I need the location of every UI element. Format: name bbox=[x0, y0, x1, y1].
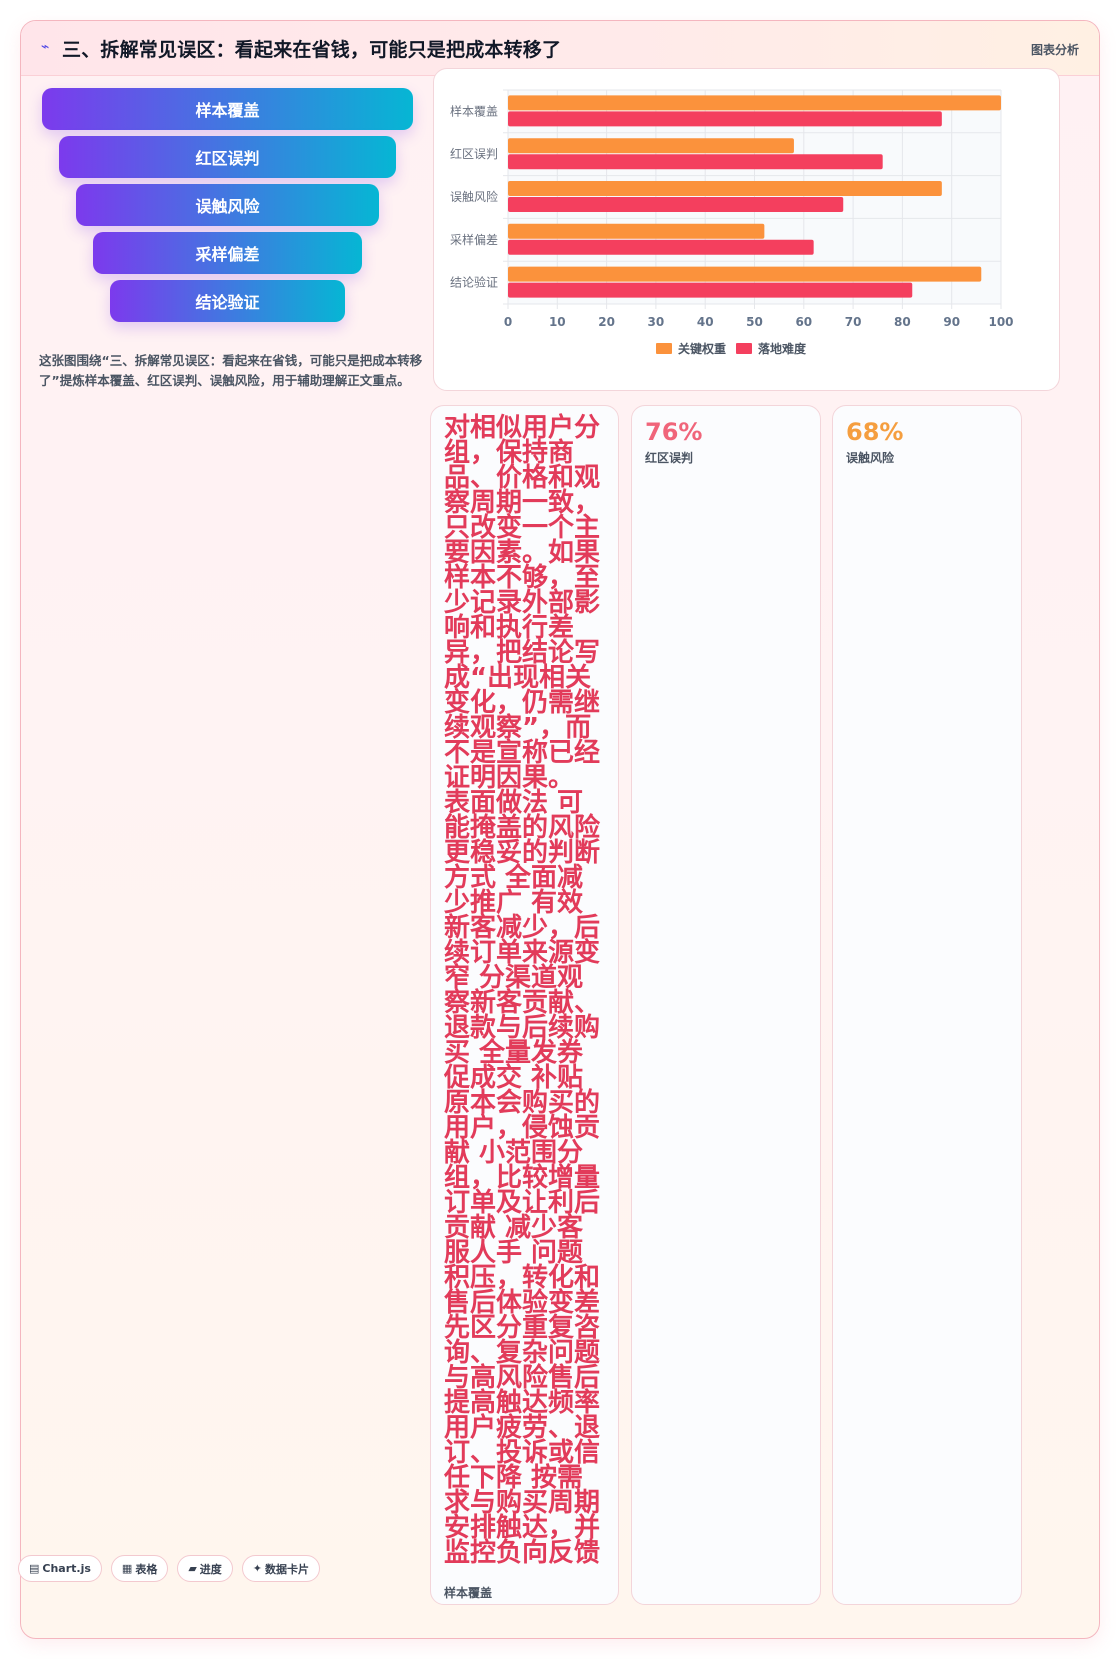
y-tick-label: 红区误判 bbox=[450, 146, 498, 161]
stat-label: 误触风险 bbox=[846, 451, 895, 465]
funnel-step-3: 误触风险 bbox=[76, 184, 379, 226]
chip-chartjs[interactable]: ▤ Chart.js bbox=[18, 1555, 102, 1582]
chart-icon: ▤ bbox=[29, 1562, 40, 1575]
stat-label: 红区误判 bbox=[645, 451, 694, 465]
bar-key-weight bbox=[508, 95, 1001, 111]
funnel-step-4: 采样偏差 bbox=[93, 232, 362, 274]
x-tick-label: 60 bbox=[795, 315, 812, 329]
chip-label: 进度 bbox=[199, 1562, 222, 1576]
chip-label: 表格 bbox=[135, 1562, 158, 1576]
bar-key-weight bbox=[508, 138, 794, 154]
y-tick-label: 结论验证 bbox=[450, 275, 498, 290]
section-title: 三、拆解常见误区：看起来在省钱，可能只是把成本转移了 bbox=[62, 39, 562, 61]
chip-table[interactable]: ▦ 表格 bbox=[110, 1555, 169, 1582]
x-tick-label: 80 bbox=[894, 315, 911, 329]
stat-card-label: 样本覆盖 bbox=[444, 1586, 493, 1600]
legend-label: 关键权重 bbox=[678, 341, 726, 356]
x-tick-label: 50 bbox=[746, 315, 763, 329]
funnel-step-2: 红区误判 bbox=[59, 136, 396, 178]
bar-key-weight bbox=[508, 266, 982, 282]
lightning-icon: ⌁ bbox=[41, 39, 50, 55]
stat-value: 68% bbox=[846, 418, 904, 446]
x-tick-label: 30 bbox=[648, 315, 665, 329]
chip-label: 数据卡片 bbox=[265, 1562, 310, 1576]
bar-chart: 0 10 20 30 40 50 60 70 80 90 100 样本覆盖红区误判误触风险采样偏差结论… bbox=[450, 89, 1014, 356]
bar-difficulty bbox=[508, 282, 913, 298]
y-tick-label: 采样偏差 bbox=[450, 232, 498, 247]
bar-chart-panel: 0 10 20 30 40 50 60 70 80 90 100 样本覆盖红区误判误触风险采样偏差结论… bbox=[433, 68, 1060, 391]
chip-label: Chart.js bbox=[42, 1562, 91, 1575]
bar-difficulty bbox=[508, 239, 814, 255]
stat-card-body: 对相似用户分组，保持商品、价格和观察周期一致，只改变一个主要因素。如果样本不够，… bbox=[444, 413, 601, 1568]
stat-value: 76% bbox=[645, 418, 703, 446]
bar-difficulty bbox=[508, 197, 844, 212]
funnel-step-1: 样本覆盖 bbox=[42, 88, 413, 130]
x-tick-label: 40 bbox=[697, 315, 714, 329]
x-tick-label: 70 bbox=[845, 315, 862, 329]
legend-swatch bbox=[736, 343, 752, 354]
y-tick-label: 误触风险 bbox=[450, 189, 498, 204]
funnel-caption: 这张图围绕“三、拆解常见误区：看起来在省钱，可能只是把成本转移了”提炼样本覆盖、… bbox=[39, 353, 423, 388]
chart-analysis-tag: 图表分析 bbox=[1030, 43, 1079, 57]
bar-key-weight bbox=[508, 181, 942, 196]
bar-key-weight bbox=[508, 223, 765, 239]
legend-swatch bbox=[656, 343, 672, 354]
stat-card-mis-touch: 68% 误触风险 bbox=[832, 405, 1022, 1605]
section-header: ⌁ 三、拆解常见误区：看起来在省钱，可能只是把成本转移了 图表分析 bbox=[21, 21, 1099, 76]
x-tick-label: 10 bbox=[549, 315, 566, 329]
legend-label: 落地难度 bbox=[758, 341, 807, 356]
stat-card-red-zone: 76% 红区误判 bbox=[631, 405, 821, 1605]
bar-difficulty bbox=[508, 111, 942, 127]
x-tick-label: 100 bbox=[988, 315, 1013, 329]
x-tick-label: 90 bbox=[943, 315, 960, 329]
y-tick-label: 样本覆盖 bbox=[450, 103, 498, 118]
chip-data-cards[interactable]: ✦ 数据卡片 bbox=[241, 1555, 321, 1582]
sparkle-icon: ✦ bbox=[252, 1562, 263, 1575]
chip-progress[interactable]: ▰ 进度 bbox=[177, 1555, 233, 1582]
funnel-step-5: 结论验证 bbox=[110, 280, 345, 322]
stat-card-text: 对相似用户分组，保持商品、价格和观察周期一致，只改变一个主要因素。如果样本不够，… bbox=[430, 405, 619, 1605]
bar-difficulty bbox=[508, 154, 883, 170]
feature-chips: ▤ Chart.js ▦ 表格 ▰ 进度 ✦ 数据卡片 bbox=[18, 1555, 321, 1582]
x-tick-label: 20 bbox=[598, 315, 615, 329]
table-icon: ▦ bbox=[121, 1562, 133, 1575]
x-tick-label: 0 bbox=[504, 315, 512, 329]
progress-icon: ▰ bbox=[188, 1562, 197, 1575]
